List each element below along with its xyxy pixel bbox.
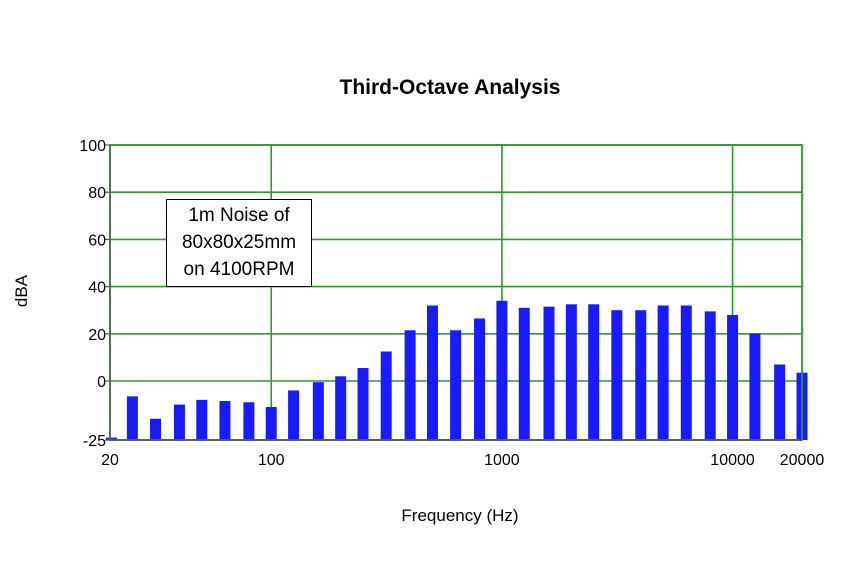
bar xyxy=(357,368,369,440)
bar xyxy=(774,364,786,440)
annotation-box: 1m Noise of 80x80x25mm on 4100RPM xyxy=(166,199,312,287)
bar xyxy=(404,330,416,440)
bar xyxy=(196,399,208,440)
axes xyxy=(105,144,803,441)
bar xyxy=(450,330,462,440)
bar xyxy=(335,376,347,440)
bar xyxy=(288,390,300,440)
bar xyxy=(704,311,716,440)
x-tick-label: 10000 xyxy=(710,452,755,469)
bar xyxy=(543,306,555,440)
bar xyxy=(380,351,392,440)
y-tick-label: 100 xyxy=(79,138,106,155)
bar xyxy=(106,437,117,440)
annotation-line-3: on 4100RPM xyxy=(183,259,295,280)
bar xyxy=(219,401,231,440)
x-tick-label: 1000 xyxy=(484,452,520,469)
y-tick-label: -25 xyxy=(83,433,106,450)
tick-labels: 100 80 60 40 20 0 -25 20 100 1000 10000 20000 xyxy=(79,138,824,469)
bar xyxy=(496,300,508,440)
annotation-line-2: 80x80x25mm xyxy=(181,232,297,253)
bar xyxy=(426,305,438,440)
bar xyxy=(565,304,577,440)
annotation-line-1: 1m Noise of xyxy=(188,205,290,226)
bar xyxy=(588,304,600,440)
bar xyxy=(243,402,255,440)
x-tick-label: 100 xyxy=(258,452,285,469)
bar xyxy=(126,396,138,440)
bar xyxy=(474,318,486,440)
bar xyxy=(150,418,162,440)
y-tick-label: 40 xyxy=(88,280,106,297)
bar xyxy=(680,305,692,440)
bar xyxy=(657,305,669,440)
x-tick-label: 20 xyxy=(101,452,119,469)
y-tick-label: 60 xyxy=(88,232,106,249)
bar xyxy=(312,382,324,440)
bar xyxy=(265,406,277,440)
bar xyxy=(611,310,623,440)
bar xyxy=(635,310,647,440)
x-axis-label: Frequency (Hz) xyxy=(401,506,519,525)
bar xyxy=(749,333,761,440)
x-tick-label: 20000 xyxy=(780,452,825,469)
y-tick-label: 20 xyxy=(88,327,106,344)
bar xyxy=(173,404,185,440)
y-tick-label: 80 xyxy=(88,185,106,202)
bar xyxy=(518,307,530,440)
chart-title: Third-Octave Analysis xyxy=(339,76,561,99)
y-tick-label: 0 xyxy=(97,374,106,391)
y-axis-label: dBA xyxy=(12,274,31,308)
bar xyxy=(727,314,739,440)
bar-series xyxy=(106,300,808,440)
